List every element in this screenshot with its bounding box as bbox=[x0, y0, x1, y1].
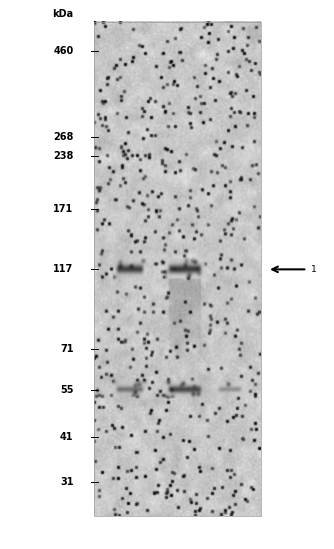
Text: 1: 1 bbox=[311, 265, 316, 274]
Text: 71: 71 bbox=[60, 344, 73, 354]
Bar bbox=[94, 22, 261, 516]
Text: 238: 238 bbox=[53, 151, 73, 161]
Text: kDa: kDa bbox=[52, 9, 73, 19]
Text: 460: 460 bbox=[53, 46, 73, 55]
Text: 171: 171 bbox=[53, 204, 73, 214]
Text: 41: 41 bbox=[60, 432, 73, 442]
Text: 31: 31 bbox=[60, 477, 73, 486]
Text: 55: 55 bbox=[60, 385, 73, 395]
Text: 268: 268 bbox=[53, 132, 73, 142]
Text: 117: 117 bbox=[53, 265, 73, 274]
